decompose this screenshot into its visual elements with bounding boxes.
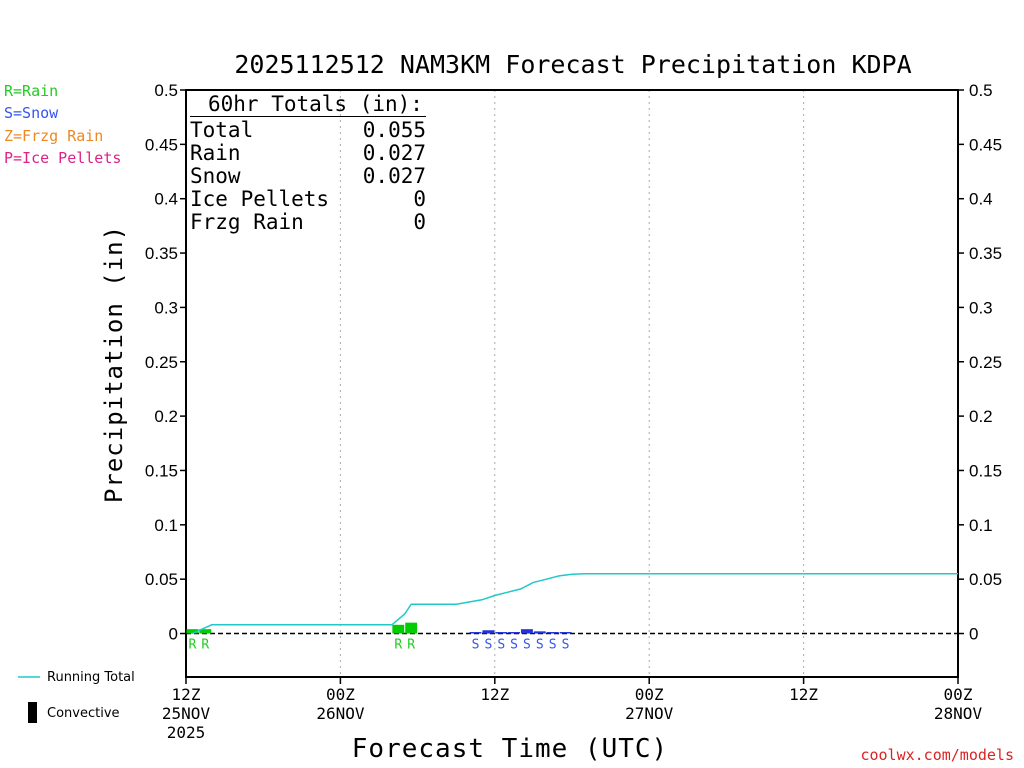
rain-bar: [186, 629, 199, 634]
x-tick-label: 2025: [167, 723, 206, 742]
snow-marker: S: [497, 638, 505, 653]
y-tick-label-right: 0.35: [969, 244, 1002, 263]
snow-bar: [482, 630, 495, 634]
y-tick-label-right: 0.25: [969, 353, 1002, 372]
snow-marker: S: [523, 638, 531, 653]
snow-marker: S: [484, 638, 492, 653]
y-tick-label-right: 0.1: [969, 516, 993, 535]
y-tick-label-right: 0.4: [969, 190, 993, 209]
x-tick-label: 27NOV: [625, 704, 674, 723]
rain-marker: R: [407, 638, 415, 653]
snow-bar: [533, 631, 546, 634]
rain-bar: [199, 629, 212, 634]
totals-label: Rain: [190, 141, 241, 165]
snow-bar: [495, 632, 508, 634]
chart-title: 2025112512 NAM3KM Forecast Precipitation…: [234, 50, 912, 79]
legend-frzg-rain: Z=Frzg Rain: [4, 127, 104, 145]
totals-label: Frzg Rain: [190, 210, 304, 234]
totals-row-ice-pellets: Ice Pellets 0: [190, 188, 426, 211]
totals-row-rain: Rain 0.027: [190, 142, 426, 165]
x-tick-label: 12Z: [480, 685, 509, 704]
y-tick-label-left: 0.05: [145, 570, 178, 589]
totals-value: 0: [413, 187, 426, 211]
snow-marker: S: [472, 638, 480, 653]
snow-bar: [469, 632, 482, 634]
totals-label: Total: [190, 118, 254, 142]
rain-marker: R: [201, 638, 209, 653]
y-tick-label-left: 0.2: [154, 407, 178, 426]
y-tick-label-left: 0.35: [145, 244, 178, 263]
x-tick-label: 25NOV: [162, 704, 211, 723]
x-tick-label: 00Z: [326, 685, 355, 704]
legend-snow: S=Snow: [4, 104, 59, 122]
watermark: coolwx.com/models: [860, 746, 1014, 764]
y-tick-label-left: 0.4: [154, 190, 178, 209]
y-axis-title: Precipitation (in): [100, 224, 128, 504]
totals-value: 0.055: [362, 118, 426, 142]
totals-value: 0.027: [362, 141, 426, 165]
y-tick-label-left: 0.5: [154, 81, 178, 100]
totals-row-total: Total 0.055: [190, 119, 426, 142]
snow-bar: [521, 629, 533, 634]
y-tick-label-left: 0.45: [145, 135, 178, 154]
y-tick-label-right: 0.5: [969, 81, 993, 100]
running-total-label: Running Total: [47, 670, 135, 685]
y-tick-label-left: 0.1: [154, 516, 178, 535]
y-tick-label-right: 0.45: [969, 135, 1002, 154]
totals-value: 0.027: [362, 164, 426, 188]
snow-bar: [559, 632, 572, 634]
y-tick-label-right: 0.05: [969, 570, 1002, 589]
legend-ice-pellets: P=Ice Pellets: [4, 149, 122, 167]
plot-frame: [185, 89, 959, 678]
snow-marker: S: [510, 638, 518, 653]
convective-swatch: [28, 702, 37, 723]
snow-marker: S: [562, 638, 570, 653]
snow-bar: [508, 632, 521, 634]
snow-marker: S: [536, 638, 544, 653]
y-tick-label-left: 0.3: [154, 298, 178, 317]
x-tick-label: 00Z: [635, 685, 664, 704]
x-tick-label: 12Z: [172, 685, 201, 704]
totals-label: Snow: [190, 164, 241, 188]
x-axis-title: Forecast Time (UTC): [351, 734, 669, 764]
y-tick-label-left: 0.15: [145, 461, 178, 480]
rain-bar: [392, 624, 405, 634]
totals-row-frzg-rain: Frzg Rain 0: [190, 211, 426, 234]
y-tick-label-right: 0.3: [969, 298, 993, 317]
running-total-swatch: [18, 676, 40, 678]
x-tick-label: 26NOV: [316, 704, 365, 723]
snow-bar: [546, 632, 559, 634]
rain-marker: R: [189, 638, 197, 653]
x-tick-label: 12Z: [789, 685, 818, 704]
x-tick-label: 28NOV: [934, 704, 983, 723]
totals-row-snow: Snow 0.027: [190, 165, 426, 188]
totals-box: 60hr Totals (in): Total 0.055 Rain 0.027…: [190, 92, 426, 234]
x-tick-label: 00Z: [944, 685, 973, 704]
y-tick-label-right: 0.15: [969, 461, 1002, 480]
totals-label: Ice Pellets: [190, 187, 330, 211]
legend-rain: R=Rain: [4, 82, 59, 100]
totals-value: 0: [413, 210, 426, 234]
y-tick-label-left: 0.25: [145, 353, 178, 372]
y-tick-label-left: 0: [169, 625, 178, 644]
running-total-line: [192, 572, 958, 635]
snow-marker: S: [549, 638, 557, 653]
rain-bar: [405, 622, 418, 634]
y-tick-label-right: 0.2: [969, 407, 993, 426]
rain-marker: R: [394, 638, 402, 653]
convective-label: Convective: [47, 706, 120, 721]
y-tick-label-right: 0: [969, 625, 978, 644]
totals-heading: 60hr Totals (in):: [190, 92, 426, 117]
